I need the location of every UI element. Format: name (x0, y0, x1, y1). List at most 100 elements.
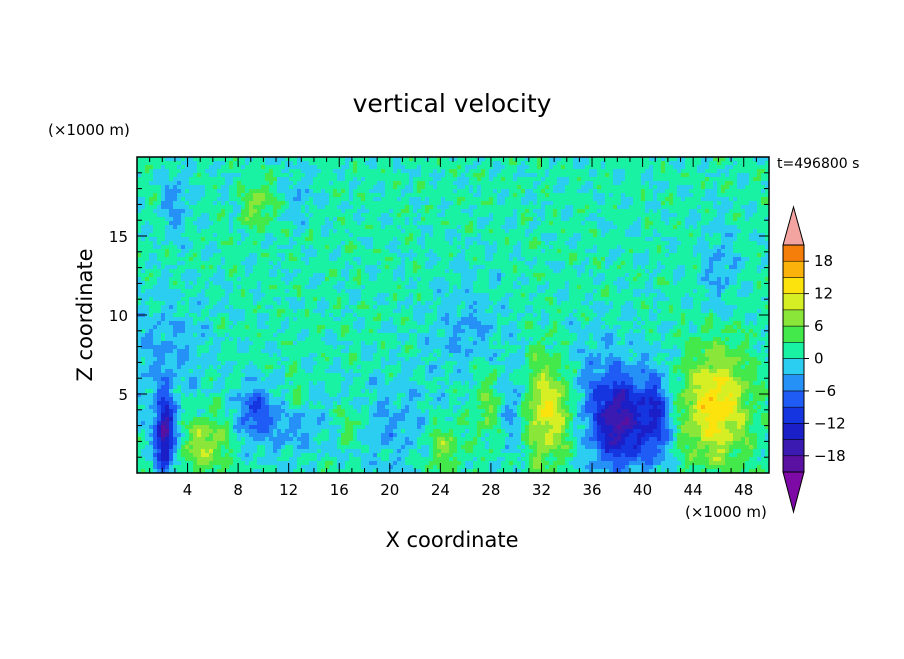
contour-cell (261, 269, 266, 274)
contour-cell (417, 269, 422, 274)
contour-cell (225, 205, 230, 210)
contour-cell (269, 193, 274, 198)
contour-cell (729, 169, 734, 174)
contour-cell (617, 229, 622, 234)
contour-cell (277, 205, 282, 210)
contour-cell (165, 169, 170, 174)
contour-cell (617, 189, 622, 194)
contour-cell (545, 245, 550, 250)
contour-cell (373, 249, 378, 254)
contour-cell (493, 217, 498, 222)
contour-cell (177, 249, 182, 254)
contour-cell (173, 177, 178, 182)
contour-cell (181, 245, 186, 250)
contour-cell (373, 173, 378, 178)
contour-cell (429, 281, 434, 286)
contour-cell (425, 169, 430, 174)
contour-cell (581, 197, 586, 202)
contour-cell (157, 165, 162, 170)
contour-cell (305, 165, 310, 170)
contour-cell (413, 265, 418, 270)
contour-cell (281, 269, 286, 274)
contour-cell (153, 229, 158, 234)
contour-cell (445, 229, 450, 234)
contour-cell (477, 177, 482, 182)
contour-cell (561, 201, 566, 206)
contour-cell (681, 201, 686, 206)
contour-cell (737, 257, 742, 262)
contour-cell (685, 189, 690, 194)
contour-cell (277, 245, 282, 250)
contour-cell (717, 265, 722, 270)
contour-cell (677, 185, 682, 190)
contour-cell (649, 225, 654, 230)
contour-cell (633, 209, 638, 214)
contour-cell (677, 173, 682, 178)
contour-cell (189, 173, 194, 178)
contour-cell (653, 193, 658, 198)
contour-cell (429, 209, 434, 214)
contour-cell (561, 165, 566, 170)
contour-cell (449, 157, 454, 162)
contour-cell (617, 185, 622, 190)
contour-cell (297, 205, 302, 210)
contour-cell (461, 221, 466, 226)
contour-cell (429, 205, 434, 210)
contour-cell (593, 205, 598, 210)
contour-cell (541, 221, 546, 226)
contour-cell (669, 277, 674, 282)
contour-cell (753, 193, 758, 198)
contour-cell (553, 197, 558, 202)
contour-cell (669, 161, 674, 166)
contour-cell (221, 253, 226, 258)
contour-cell (141, 237, 146, 242)
contour-cell (673, 209, 678, 214)
contour-cell (353, 221, 358, 226)
contour-cell (609, 257, 614, 262)
contour-cell (165, 269, 170, 274)
contour-cell (401, 209, 406, 214)
contour-cell (513, 213, 518, 218)
contour-cell (273, 157, 278, 162)
contour-cell (649, 253, 654, 258)
contour-cell (577, 189, 582, 194)
contour-cell (493, 245, 498, 250)
contour-cell (533, 165, 538, 170)
contour-cell (745, 161, 750, 166)
contour-cell (601, 161, 606, 166)
contour-cell (605, 269, 610, 274)
contour-cell (421, 257, 426, 262)
contour-cell (529, 213, 534, 218)
contour-cell (553, 173, 558, 178)
contour-cell (757, 217, 762, 222)
contour-cell (333, 209, 338, 214)
contour-cell (381, 185, 386, 190)
contour-cell (157, 249, 162, 254)
contour-cell (385, 157, 390, 162)
contour-cell (517, 253, 522, 258)
contour-cell (501, 245, 506, 250)
contour-cell (485, 253, 490, 258)
contour-cell (757, 253, 762, 258)
contour-cell (365, 165, 370, 170)
contour-cell (705, 169, 710, 174)
contour-cell (173, 209, 178, 214)
contour-cell (381, 241, 386, 246)
contour-cell (541, 265, 546, 270)
contour-cell (737, 245, 742, 250)
contour-cell (741, 245, 746, 250)
contour-cell (397, 273, 402, 278)
contour-cell (653, 253, 658, 258)
contour-cell (377, 225, 382, 230)
contour-cell (657, 245, 662, 250)
contour-cell (457, 169, 462, 174)
contour-cell (521, 229, 526, 234)
contour-cell (425, 245, 430, 250)
contour-cell (333, 257, 338, 262)
contour-cell (637, 161, 642, 166)
contour-cell (337, 225, 342, 230)
contour-cell (221, 185, 226, 190)
contour-cell (337, 257, 342, 262)
contour-cell (569, 193, 574, 198)
contour-cell (293, 177, 298, 182)
